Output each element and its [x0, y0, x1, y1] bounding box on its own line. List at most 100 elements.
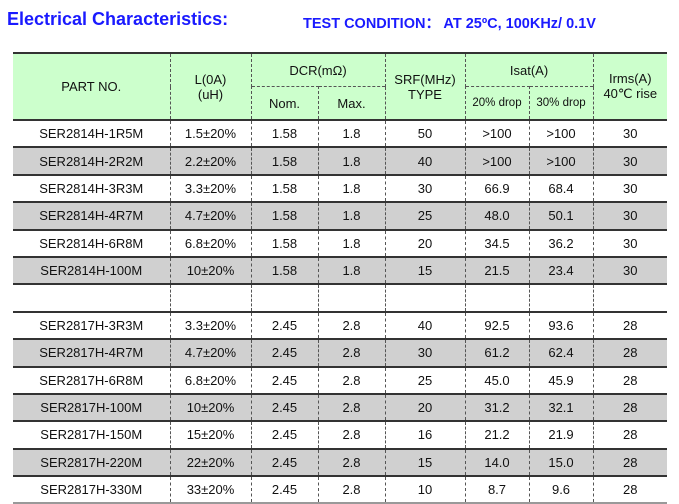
table-row: SER2817H-6R8M 6.8±20% 2.45 2.8 25 45.0 45.9 28 [13, 365, 668, 394]
cell-isat-20: 45.0 [464, 365, 530, 394]
cell-inductance: 10±20% [169, 255, 252, 285]
cell-isat-30: 32.1 [528, 392, 594, 422]
cell-srf: 30 [384, 173, 466, 203]
table-row: SER2817H-330M 33±20% 2.45 2.8 10 8.7 9.6 28 [13, 475, 668, 504]
empty-cell [169, 283, 252, 312]
table-row: SER2814H-4R7M 4.7±20% 1.58 1.8 25 48.0 50.1 30 [13, 201, 668, 230]
cell-isat-30: 15.0 [528, 447, 594, 477]
cell-part-no: SER2817H-100M [13, 392, 171, 422]
cell-dcr-nom: 1.58 [250, 201, 319, 230]
cell-irms: 28 [592, 475, 668, 504]
cell-part-no: SER2817H-4R7M [13, 338, 171, 367]
cell-srf: 10 [384, 475, 466, 504]
cell-isat-20: >100 [464, 118, 530, 148]
cell-isat-20: 14.0 [464, 447, 530, 477]
table-row: SER2817H-100M 10±20% 2.45 2.8 20 31.2 32.1 28 [13, 392, 668, 422]
cell-dcr-max: 2.8 [317, 392, 386, 422]
cell-part-no: SER2817H-330M [13, 475, 171, 504]
cell-inductance: 22±20% [169, 447, 252, 477]
cell-inductance: 2.2±20% [169, 146, 252, 175]
electrical-characteristics-table: PART NO. L(0A) (uH) DCR(mΩ) SRF(MHz) TYPE … [13, 52, 668, 504]
cell-irms: 28 [592, 365, 668, 394]
table-row: SER2817H-3R3M 3.3±20% 2.45 2.8 40 92.5 93.6 28 [13, 310, 668, 340]
header-inductance: L(0A) (uH) [169, 52, 252, 120]
empty-cell [250, 283, 319, 312]
table-row: SER2817H-220M 22±20% 2.45 2.8 15 14.0 15.0 28 [13, 447, 668, 477]
cell-inductance: 6.8±20% [169, 228, 252, 257]
cell-dcr-nom: 2.45 [250, 365, 319, 394]
cell-dcr-max: 1.8 [317, 118, 386, 148]
cell-isat-30: 23.4 [528, 255, 594, 285]
cell-isat-30: >100 [528, 118, 594, 148]
header-inductance-label: L(0A) [194, 71, 227, 87]
cell-part-no: SER2817H-6R8M [13, 365, 171, 394]
empty-cell [317, 283, 386, 312]
empty-cell [13, 283, 171, 312]
test-condition: TEST CONDITION： AT 25ºC, 100KHz/ 0.1V [303, 16, 596, 32]
cell-irms: 30 [592, 146, 668, 175]
cell-isat-30: 21.9 [528, 420, 594, 449]
cell-dcr-max: 2.8 [317, 420, 386, 449]
cell-srf: 25 [384, 365, 466, 394]
section-title: Electrical Characteristics: [7, 9, 229, 29]
header-inductance-unit: (uH) [197, 86, 224, 102]
cell-dcr-max: 1.8 [317, 146, 386, 175]
empty-cell [384, 283, 466, 312]
cell-irms: 28 [592, 420, 668, 449]
cell-dcr-nom: 2.45 [250, 475, 319, 504]
cell-dcr-nom: 1.58 [250, 118, 319, 148]
cell-inductance: 10±20% [169, 392, 252, 422]
cell-isat-30: 62.4 [528, 338, 594, 367]
cell-part-no: SER2814H-2R2M [13, 146, 171, 175]
cell-isat-30: 93.6 [528, 310, 594, 340]
cell-isat-20: 92.5 [464, 310, 530, 340]
cell-dcr-max: 2.8 [317, 338, 386, 367]
cell-isat-30: 68.4 [528, 173, 594, 203]
cell-srf: 16 [384, 420, 466, 449]
cell-srf: 15 [384, 255, 466, 285]
cell-srf: 25 [384, 201, 466, 230]
cell-dcr-nom: 1.58 [250, 255, 319, 285]
cell-part-no: SER2814H-100M [13, 255, 171, 285]
cell-inductance: 15±20% [169, 420, 252, 449]
cell-isat-20: >100 [464, 146, 530, 175]
cell-part-no: SER2817H-220M [13, 447, 171, 477]
header-isat: Isat(A) [464, 52, 594, 87]
table-row: SER2817H-4R7M 4.7±20% 2.45 2.8 30 61.2 62.4 28 [13, 338, 668, 367]
cell-part-no: SER2814H-1R5M [13, 118, 171, 148]
spacer-row [13, 283, 668, 312]
cell-isat-30: >100 [528, 146, 594, 175]
cell-irms: 30 [592, 118, 668, 148]
header-dcr-nom: Nom. [251, 86, 319, 120]
empty-cell [528, 283, 594, 312]
cell-inductance: 4.7±20% [169, 201, 252, 230]
cell-isat-20: 48.0 [464, 201, 530, 230]
cell-part-no: SER2817H-3R3M [13, 310, 171, 340]
cell-dcr-nom: 1.58 [250, 173, 319, 203]
cell-dcr-max: 2.8 [317, 310, 386, 340]
cell-dcr-max: 2.8 [317, 475, 386, 504]
cell-part-no: SER2817H-150M [13, 420, 171, 449]
cell-srf: 40 [384, 146, 466, 175]
cell-dcr-nom: 2.45 [250, 338, 319, 367]
cell-isat-30: 9.6 [528, 475, 594, 504]
table-row: SER2814H-1R5M 1.5±20% 1.58 1.8 50 >100 >100 30 [13, 118, 668, 148]
cell-isat-20: 21.2 [464, 420, 530, 449]
table-row: SER2814H-100M 10±20% 1.58 1.8 15 21.5 23.4 30 [13, 255, 668, 285]
cell-inductance: 3.3±20% [169, 310, 252, 340]
cell-srf: 40 [384, 310, 466, 340]
header-srf-label: SRF(MHz) [394, 71, 456, 87]
cell-inductance: 1.5±20% [169, 118, 252, 148]
cell-inductance: 6.8±20% [169, 365, 252, 394]
cell-srf: 15 [384, 447, 466, 477]
cell-irms: 30 [592, 228, 668, 257]
cell-dcr-max: 1.8 [317, 255, 386, 285]
cell-part-no: SER2814H-6R8M [13, 228, 171, 257]
cell-irms: 30 [592, 255, 668, 285]
cell-dcr-max: 2.8 [317, 365, 386, 394]
table-row: SER2814H-6R8M 6.8±20% 1.58 1.8 20 34.5 36.2 30 [13, 228, 668, 257]
header-dcr-max: Max. [317, 86, 386, 120]
cell-srf: 20 [384, 228, 466, 257]
header-srf-sub: TYPE [408, 86, 442, 102]
header-isat-20: 20% drop [464, 86, 530, 120]
